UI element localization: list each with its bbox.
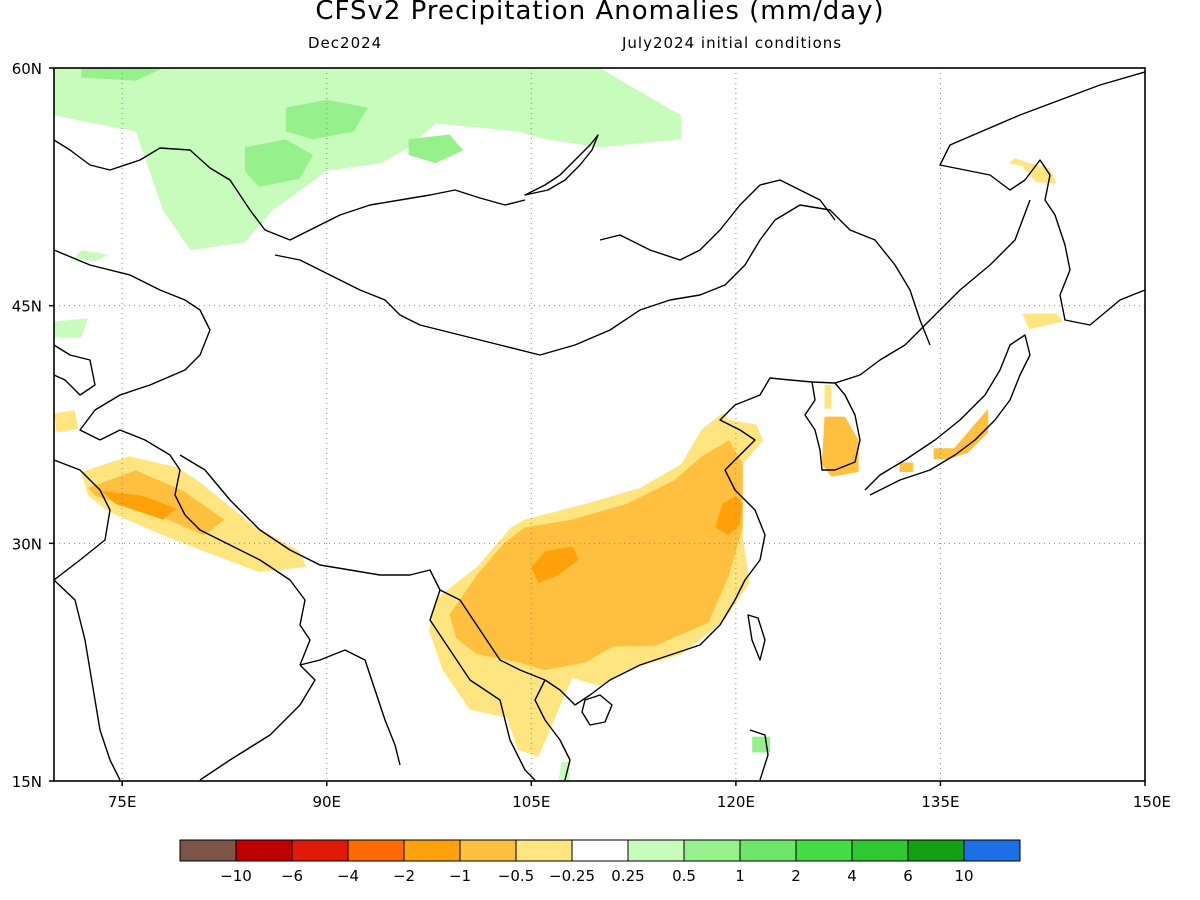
coastline-korea	[804, 381, 861, 471]
colorbar-swatch-5	[459, 839, 517, 862]
forecast-month: Dec2024	[308, 34, 383, 52]
graticule	[54, 68, 1145, 781]
chart-title: CFSv2 Precipitation Anomalies (mm/day)	[315, 0, 885, 26]
anomaly-region-siberia-wet-core-4	[81, 68, 164, 81]
anomaly-region-hainan-south-wet	[558, 762, 570, 781]
anomaly-region-himalaya-dry-core	[101, 491, 177, 520]
coastline-japan	[864, 334, 1031, 496]
anomaly-region-kazakh-wet-spot	[74, 250, 109, 262]
colorbar-swatch-12	[851, 839, 909, 862]
colorbar-label-7: 0.25	[611, 867, 644, 885]
coastline-taiwan	[747, 614, 766, 661]
colorbar-label-3: −2	[393, 867, 415, 885]
latitude-tick-labels: 60N 45N 30N 15N	[12, 60, 42, 791]
colorbar-label-5: −0.5	[498, 867, 534, 885]
anomaly-region-korea-dry-core	[821, 416, 859, 477]
colorbar-label-2: −4	[337, 867, 359, 885]
coastlines-and-borders	[54, 71, 1145, 781]
coastline-luzon	[749, 729, 769, 781]
anomaly-region-japan-west-dry	[899, 462, 914, 472]
colorbar-swatch-6	[515, 839, 573, 862]
lat-label-60: 60N	[12, 60, 42, 78]
border-china-south	[179, 454, 546, 681]
anomaly-fields	[54, 68, 1064, 781]
coastline-hainan	[581, 694, 613, 726]
anomaly-region-siberia-wet-band	[54, 68, 682, 251]
border-china-russia-north	[599, 179, 836, 261]
border-india-nepal	[184, 514, 311, 666]
anomaly-region-siberia-wet-core-1	[285, 99, 368, 140]
colorbar-swatch-2	[291, 839, 349, 862]
initial-conditions-label: July2024 initial conditions	[622, 34, 843, 52]
colorbar-swatch-11	[795, 839, 853, 862]
colorbar-swatch-9	[683, 839, 741, 862]
anomaly-region-east-china-dry-core	[715, 495, 743, 536]
anomaly-region-caspian-wet-spot	[54, 318, 89, 338]
coastline-caspian	[54, 344, 96, 396]
colorbar-swatch-4	[403, 839, 461, 862]
lon-label-135: 135E	[921, 793, 959, 811]
border-himalaya-west	[99, 429, 186, 516]
coastline-north-siberia	[54, 139, 526, 241]
anomaly-region-south-china-dry-core	[531, 546, 579, 583]
colorbar-swatch-3	[347, 839, 405, 862]
anomaly-region-korea-dry	[824, 384, 832, 409]
colorbar-swatch-8	[627, 839, 685, 862]
colorbar-labels: −10 −6 −4 −2 −1 −0.5 −0.25 0.25 0.5 1 2 4 6 10	[220, 867, 973, 885]
border-mongolia-china	[274, 204, 931, 356]
colorbar-label-12: 6	[903, 867, 913, 885]
anomaly-region-sw-dry-spot	[54, 410, 79, 433]
anomaly-region-hokkaido-dry	[1022, 313, 1064, 330]
colorbar-label-9: 1	[735, 867, 745, 885]
colorbar-label-0: −10	[220, 867, 252, 885]
anomaly-region-siberia-wet-core-2	[244, 139, 314, 187]
colorbar-swatch-14	[963, 839, 1021, 862]
border-pakistan	[54, 459, 111, 581]
lon-label-120: 120E	[717, 793, 755, 811]
colorbar-swatch-7	[571, 839, 629, 862]
lat-label-15: 15N	[12, 773, 42, 791]
colorbar-swatch-10	[739, 839, 797, 862]
coastline-myanmar-bay	[299, 649, 401, 766]
anomaly-region-japan-honshu-dry	[933, 408, 989, 460]
anomaly-region-south-china-dry-mid	[449, 440, 743, 671]
coastline-india-west	[54, 579, 121, 781]
colorbar-label-1: −6	[281, 867, 303, 885]
plot-frame	[53, 67, 1146, 782]
coastline-baikal	[524, 134, 599, 196]
border-indochina	[429, 589, 536, 781]
coastline-south-china	[939, 71, 1145, 326]
colorbar-label-11: 4	[847, 867, 857, 885]
colorbar-label-13: 10	[954, 867, 973, 885]
border-kazakh	[54, 249, 211, 441]
lon-label-75: 75E	[108, 793, 137, 811]
colorbar-label-4: −1	[449, 867, 471, 885]
colorbar-swatch-13	[907, 839, 965, 862]
anomaly-region-siberia-wet-core-3	[408, 134, 464, 164]
colorbar-label-10: 2	[791, 867, 801, 885]
axis-ticks	[49, 67, 1146, 786]
coastline-india-east	[199, 664, 316, 781]
lat-label-45: 45N	[12, 298, 42, 316]
lon-label-150: 150E	[1133, 793, 1171, 811]
coastline-indochina	[534, 679, 571, 781]
longitude-tick-labels: 75E 90E 105E 120E 135E 150E	[108, 793, 1171, 811]
lat-label-30: 30N	[12, 535, 42, 553]
lon-label-90: 90E	[312, 793, 341, 811]
coastline-china-east	[544, 199, 1031, 706]
colorbar-swatch-0	[179, 839, 237, 862]
colorbar	[179, 839, 1021, 862]
colorbar-swatch-1	[235, 839, 293, 862]
colorbar-label-6: −0.25	[549, 867, 595, 885]
colorbar-label-8: 0.5	[672, 867, 696, 885]
lon-label-105: 105E	[512, 793, 550, 811]
